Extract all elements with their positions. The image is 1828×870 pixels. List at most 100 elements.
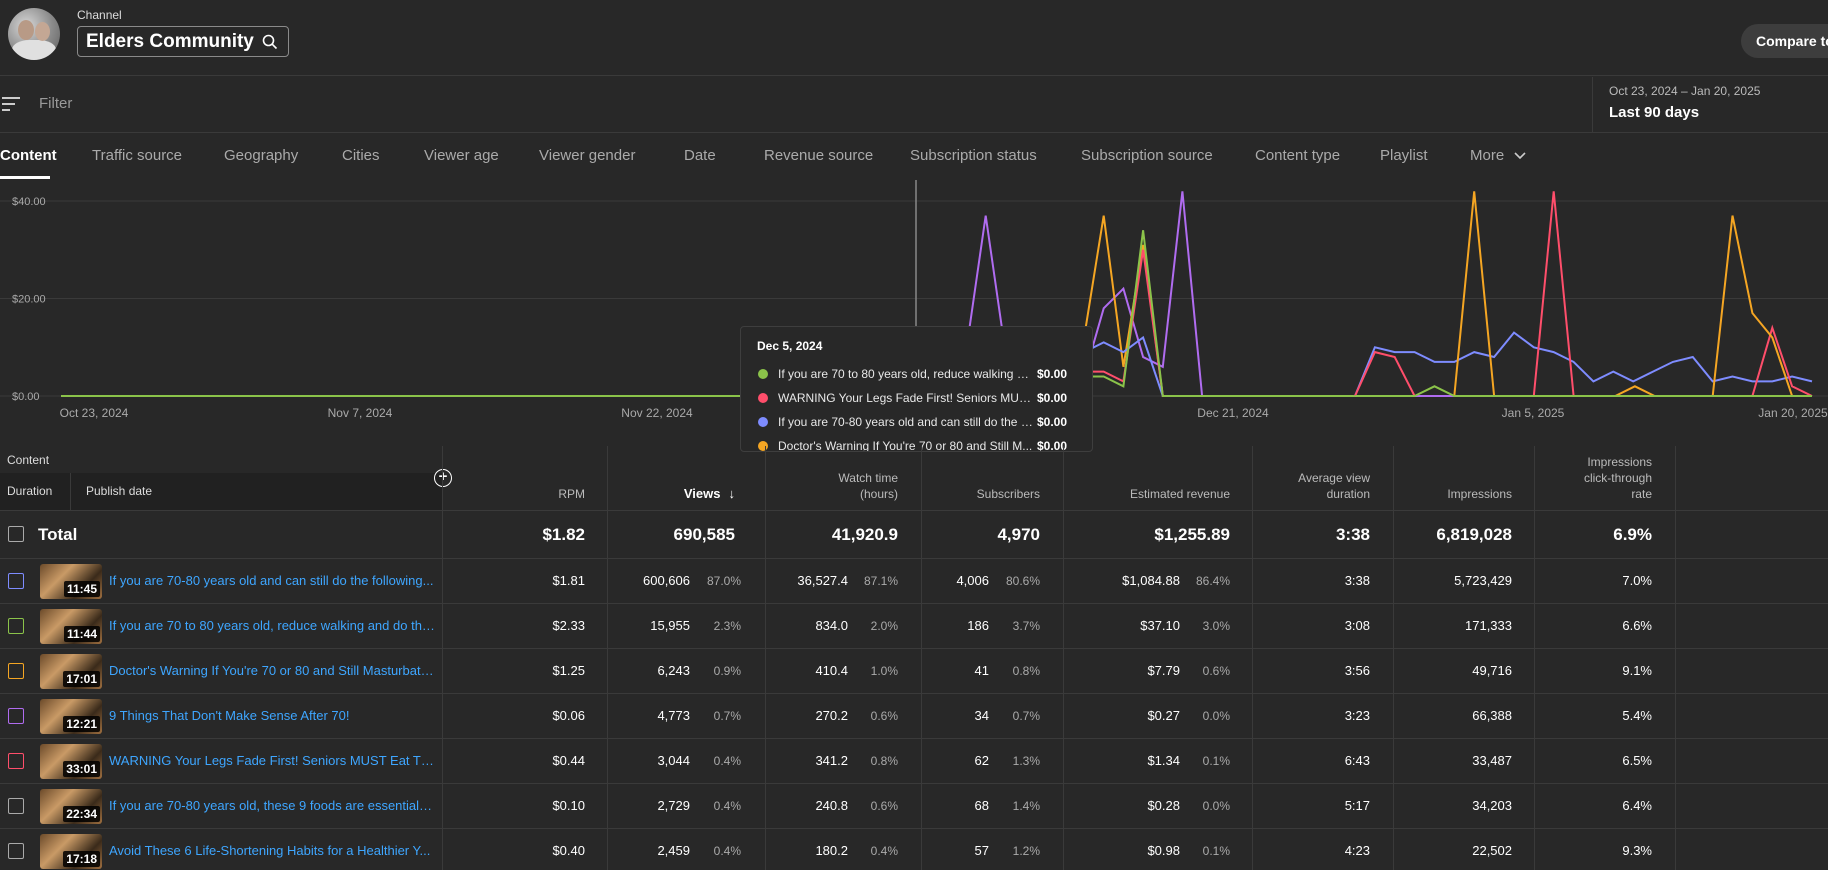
channel-avatar[interactable] <box>8 8 60 60</box>
revenue-value: $0.27 <box>1147 708 1180 723</box>
ctr-column-header[interactable]: Impressions click-through rate <box>1583 455 1652 501</box>
subscribers-value-percent: 80.6% <box>1005 574 1040 588</box>
publish-date-column-header[interactable]: Publish date <box>86 484 153 498</box>
views-value-percent: 87.0% <box>706 574 741 588</box>
column-divider <box>1534 446 1535 870</box>
row-checkbox[interactable] <box>8 798 24 814</box>
table-row[interactable]: 33:01 WARNING Your Legs Fade First! Senio… <box>0 738 1828 783</box>
duration-column-header[interactable]: Duration <box>7 484 53 498</box>
video-title-link[interactable]: WARNING Your Legs Fade First! Seniors MU… <box>109 753 435 768</box>
tab-traffic-source[interactable]: Traffic source <box>92 147 183 164</box>
revenue-value-percent: 0.1% <box>1202 844 1230 858</box>
total-label: Total <box>38 525 78 544</box>
date-range-picker[interactable]: Oct 23, 2024 – Jan 20, 2025 Last 90 days <box>1592 77 1828 133</box>
tooltip-title: If you are 70 to 80 years old, reduce wa… <box>778 367 1033 381</box>
series-line <box>1354 331 1813 397</box>
views-column-header[interactable]: Views ↓ <box>683 486 735 501</box>
tab-geography[interactable]: Geography <box>224 147 299 164</box>
views-value: 600,606 <box>643 573 690 588</box>
secondary-columns: Duration Publish date <box>0 473 442 510</box>
table-row[interactable]: 22:34 If you are 70-80 years old, these 9… <box>0 783 1828 828</box>
table-row[interactable]: 17:01 Doctor's Warning If You're 70 or 80… <box>0 648 1828 693</box>
revenue-value-percent: 0.0% <box>1202 709 1230 723</box>
views-value: 4,773 <box>657 708 690 723</box>
y-tick-label: $0.00 <box>12 391 40 403</box>
rpm-value: $1.81 <box>552 573 585 588</box>
tab-content-type[interactable]: Content type <box>1255 147 1341 164</box>
watch-time-value: 341.2 <box>815 753 848 768</box>
revenue-value-percent: 0.1% <box>1202 754 1230 768</box>
tab-viewer-gender[interactable]: Viewer gender <box>539 147 636 164</box>
column-divider <box>607 446 608 870</box>
video-title-link[interactable]: 9 Things That Don't Make Sense After 70! <box>109 708 350 723</box>
avg-duration-value: 3:56 <box>1344 663 1370 678</box>
ctr-value: 5.4% <box>1622 708 1652 723</box>
subscribers-value-percent: 1.2% <box>1012 844 1040 858</box>
video-thumbnail[interactable]: 17:18 <box>40 834 102 869</box>
filter-input[interactable]: Filter <box>39 95 73 112</box>
tab-subscription-source[interactable]: Subscription source <box>1081 147 1213 164</box>
revenue-column-header[interactable]: Estimated revenue <box>1129 487 1230 501</box>
tab-subscription-status[interactable]: Subscription status <box>910 147 1037 164</box>
series-dot <box>758 417 768 427</box>
tab-playlist[interactable]: Playlist <box>1380 147 1428 164</box>
video-thumbnail[interactable]: 12:21 <box>40 699 102 734</box>
row-checkbox[interactable] <box>8 708 24 724</box>
video-title-link[interactable]: Doctor's Warning If You're 70 or 80 and … <box>109 663 435 678</box>
column-divider <box>1675 446 1676 870</box>
table-row[interactable]: 17:18 Avoid These 6 Life-Shortening Habit… <box>0 828 1828 870</box>
series-dot <box>758 441 768 451</box>
video-thumbnail[interactable]: 22:34 <box>40 789 102 824</box>
total-checkbox[interactable] <box>8 526 24 542</box>
row-checkbox[interactable] <box>8 618 24 634</box>
tab-more[interactable]: More <box>1470 147 1526 164</box>
watch-time-value-percent: 2.0% <box>870 619 898 633</box>
ctr-value: 9.3% <box>1622 843 1652 858</box>
video-title-link[interactable]: If you are 70 to 80 years old, reduce wa… <box>109 618 435 633</box>
row-checkbox[interactable] <box>8 663 24 679</box>
tab-date[interactable]: Date <box>684 147 716 164</box>
video-thumbnail[interactable]: 11:45 <box>40 564 102 599</box>
video-title-link[interactable]: Avoid These 6 Life-Shortening Habits for… <box>109 843 431 858</box>
filter-icon[interactable] <box>2 97 20 111</box>
views-value-percent: 2.3% <box>713 619 741 633</box>
channel-name: Elders Community <box>86 30 254 52</box>
avg-view-duration-column-header[interactable]: Average view duration <box>1298 471 1370 501</box>
x-tick-label: Nov 7, 2024 <box>328 406 393 420</box>
tab-revenue-source[interactable]: Revenue source <box>764 147 874 164</box>
row-checkbox[interactable] <box>8 843 24 859</box>
ctr-value: 6.4% <box>1622 798 1652 813</box>
rpm-column-header[interactable]: RPM <box>558 487 585 501</box>
video-title-link[interactable]: If you are 70-80 years old, these 9 food… <box>109 798 435 813</box>
tab-cities[interactable]: Cities <box>342 147 380 164</box>
compare-button[interactable]: Compare to <box>1741 24 1828 58</box>
video-thumbnail[interactable]: 17:01 <box>40 654 102 689</box>
row-checkbox[interactable] <box>8 753 24 769</box>
table-row[interactable]: 11:44 If you are 70 to 80 years old, redu… <box>0 603 1828 648</box>
table-row[interactable]: 12:21 9 Things That Don't Make Sense Afte… <box>0 693 1828 738</box>
avg-duration-value: 5:17 <box>1344 798 1370 813</box>
date-range-text: Oct 23, 2024 – Jan 20, 2025 <box>1609 84 1761 98</box>
table-row[interactable]: 11:45 If you are 70-80 years old and can … <box>0 558 1828 603</box>
revenue-value-percent: 0.0% <box>1202 799 1230 813</box>
tooltip-row: Doctor's Warning If You're 70 or 80 and … <box>758 439 1078 451</box>
add-column-button[interactable]: + <box>434 469 452 487</box>
revenue-value-percent: 0.6% <box>1202 664 1230 678</box>
video-thumbnail[interactable]: 33:01 <box>40 744 102 779</box>
views-value-percent: 0.7% <box>713 709 741 723</box>
row-checkbox[interactable] <box>8 573 24 589</box>
content-column-header[interactable]: Content <box>7 453 50 467</box>
video-title-link[interactable]: If you are 70-80 years old and can still… <box>109 573 434 588</box>
video-thumbnail[interactable]: 11:44 <box>40 609 102 644</box>
tab-content[interactable]: Content <box>0 147 57 164</box>
impressions-value: 34,203 <box>1472 798 1512 813</box>
total-avg-duration: 3:38 <box>1335 525 1370 544</box>
views-value: 3,044 <box>657 753 690 768</box>
impressions-column-header[interactable]: Impressions <box>1447 487 1512 501</box>
subscribers-value-percent: 3.7% <box>1012 619 1040 633</box>
rpm-value: $2.33 <box>552 618 585 633</box>
tab-viewer-age[interactable]: Viewer age <box>424 147 499 164</box>
watch-time-column-header[interactable]: Watch time (hours) <box>838 471 898 501</box>
channel-selector[interactable]: Elders Community <box>77 26 289 57</box>
subscribers-column-header[interactable]: Subscribers <box>976 487 1040 501</box>
